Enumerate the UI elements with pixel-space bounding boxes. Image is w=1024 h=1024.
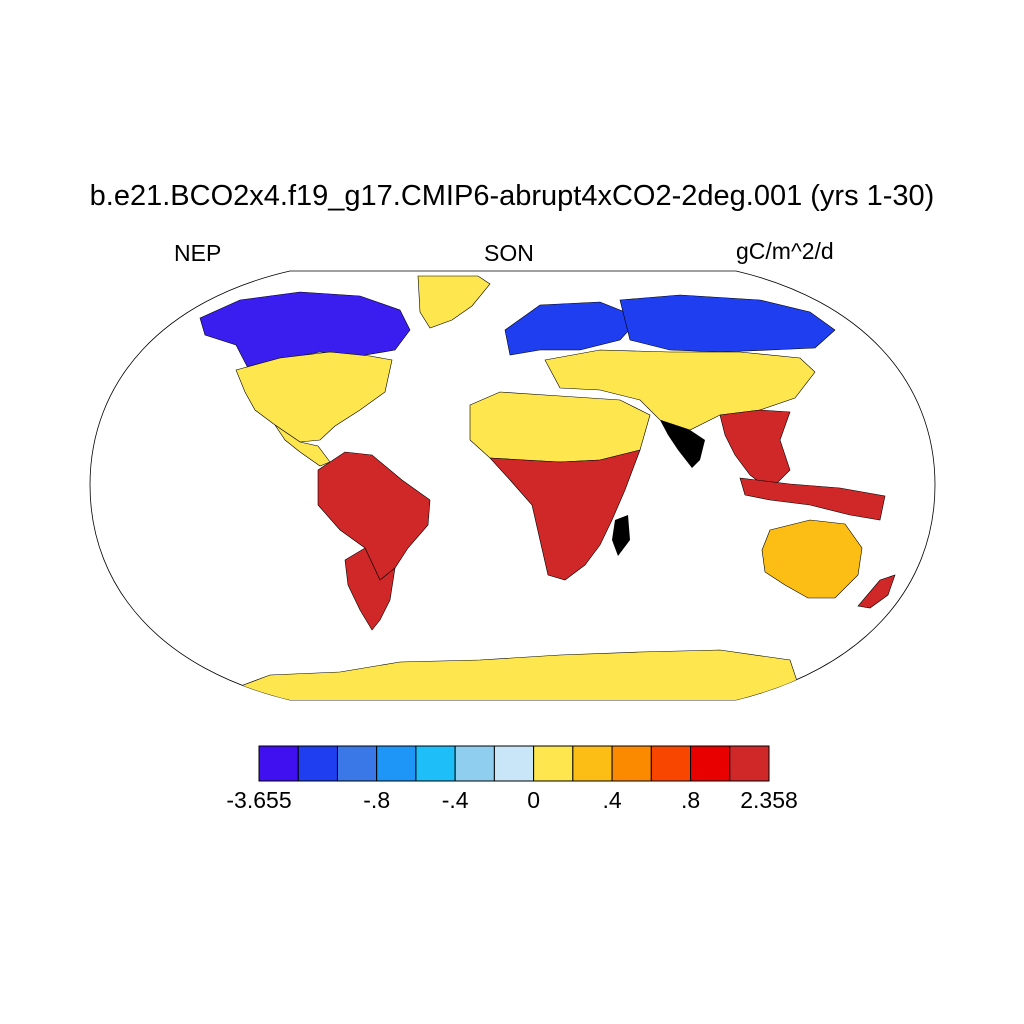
region-europe-north [504,301,641,356]
units-label: gC/m^2/d [736,238,834,264]
region-indonesia [739,477,886,521]
region-central-africa [489,449,641,581]
region-amazon [317,451,431,581]
region-antarctica [229,649,801,700]
colorbar-tick-label: .8 [680,787,701,813]
region-australia [761,519,863,599]
colorbar-tick-label: -3.655 [226,787,292,813]
region-southeast-asia [719,409,791,491]
colorbar-tick-label: .4 [602,787,622,813]
season-label: SON [484,240,534,266]
colorbar-tick-label: 0 [527,787,541,813]
colorbar-tick-label: -.8 [363,787,391,813]
region-central-america [274,424,331,467]
region-greenland [417,275,491,329]
region-south-america-south [344,547,396,631]
colorbar-tick-label: 2.358 [740,787,798,813]
region-madagascar [612,515,630,556]
region-north-america-boreal [199,291,411,373]
region-eurasia-boreal [619,294,836,353]
region-africa-sahel [469,391,651,463]
variable-label: NEP [174,240,222,266]
colorbar-tick-label: -.4 [441,787,469,813]
region-new-zealand [857,574,896,609]
region-india [660,420,705,468]
plot-title: b.e21.BCO2x4.f19_g17.CMIP6-abrupt4xCO2-2… [89,180,935,212]
region-north-america-mid [235,351,393,443]
